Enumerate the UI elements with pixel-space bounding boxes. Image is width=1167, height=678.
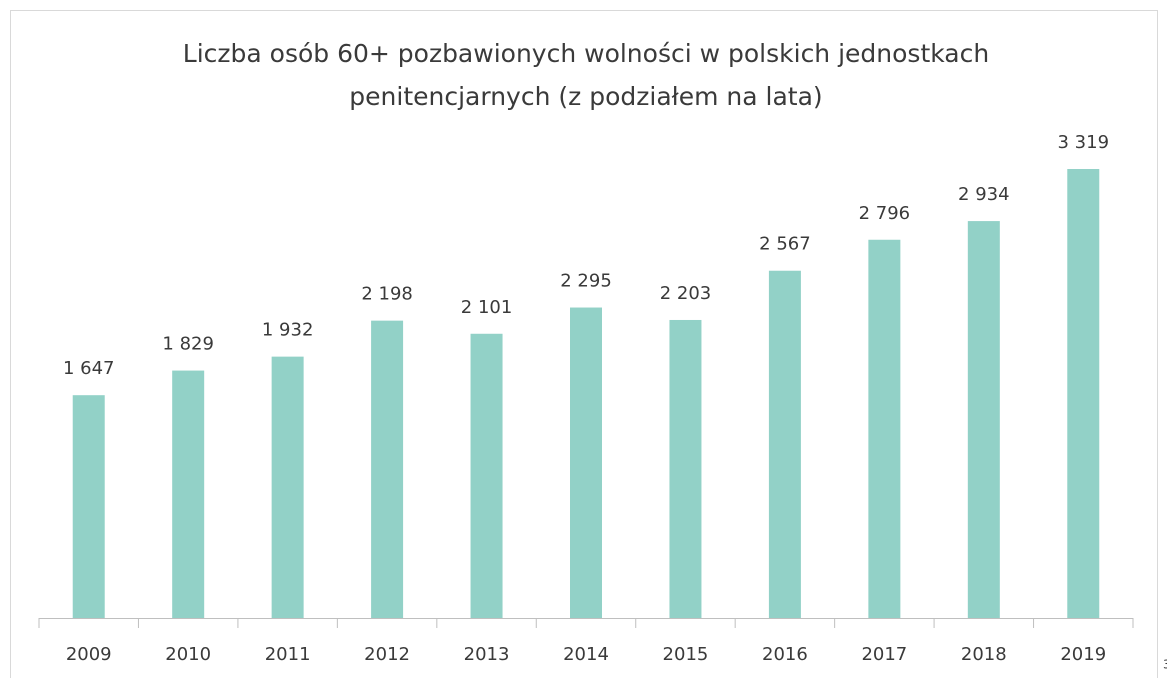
bar [72,395,105,618]
edge-text: 3 [1163,658,1167,672]
x-tick-label: 2016 [762,644,808,665]
bar [570,307,602,618]
chart-title: penitencjarnych (z podziałem na lata) [349,82,822,111]
x-tick-label: 2018 [961,644,1007,665]
value-label: 3 319 [1058,132,1110,153]
bar [371,320,404,618]
x-tick-label: 2011 [265,644,311,665]
bar [1067,169,1100,618]
value-label: 2 567 [759,234,811,255]
x-tick-label: 2017 [861,644,907,665]
bar [669,319,702,618]
chart-frame [10,10,1158,678]
value-label: 2 203 [660,283,712,304]
value-label: 1 647 [63,358,115,379]
x-tick-label: 2010 [165,644,211,665]
value-label: 1 932 [262,320,314,341]
x-tick-label: 2013 [464,644,510,665]
x-tick-label: 2019 [1060,644,1106,665]
value-label: 2 934 [958,184,1010,205]
bar [470,333,503,618]
value-label: 1 829 [162,334,214,355]
value-label: 2 198 [361,284,413,305]
value-label: 2 101 [461,297,513,318]
value-label: 2 295 [560,271,612,292]
bar [172,370,205,618]
bar [967,221,1000,618]
bar [768,270,801,618]
x-tick-label: 2012 [364,644,410,665]
x-tick-label: 2009 [66,644,112,665]
bar [271,356,304,618]
value-label: 2 796 [859,203,911,224]
chart-title: Liczba osób 60+ pozbawionych wolności w … [183,39,989,68]
x-tick-label: 2014 [563,644,609,665]
bar [868,239,901,619]
x-tick-label: 2015 [663,644,709,665]
